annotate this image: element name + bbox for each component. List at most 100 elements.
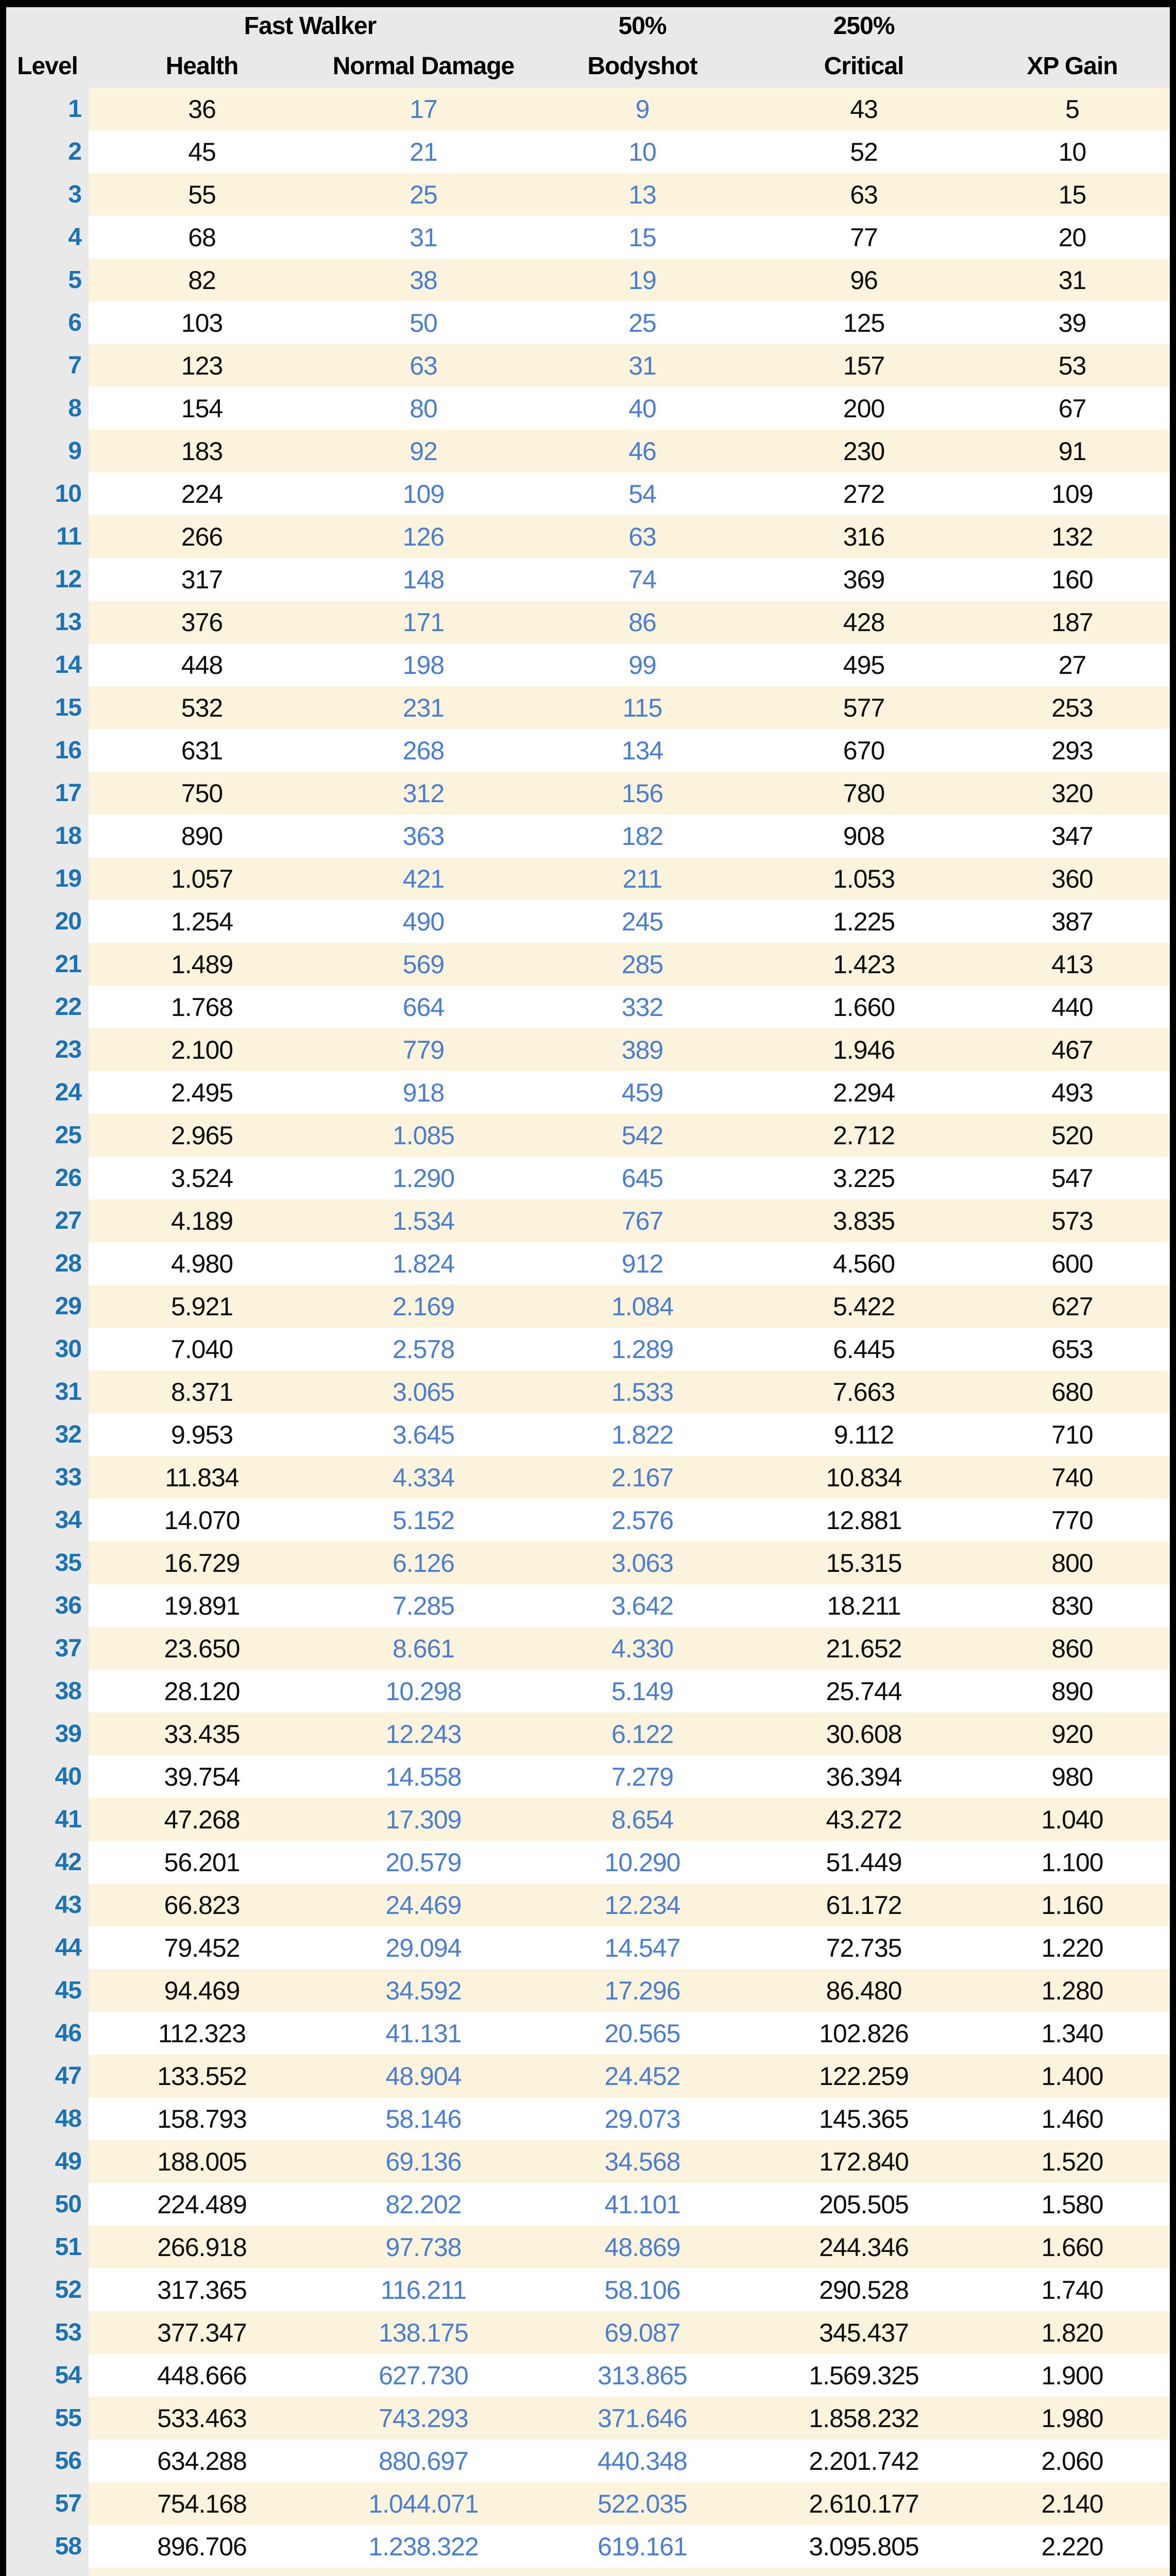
table-row: 30 7.040 2.578 1.289 6.445 653 bbox=[6, 1328, 1170, 1370]
health-cell: 533.463 bbox=[157, 2403, 247, 2433]
health-cell: 1.489 bbox=[171, 950, 233, 979]
normal-damage-cell: 25 bbox=[410, 180, 438, 209]
critical-cell: 3.835 bbox=[832, 1206, 895, 1235]
level-cell: 20 bbox=[6, 900, 89, 943]
xp-gain-cell: 547 bbox=[1051, 1163, 1093, 1193]
level-cell: 45 bbox=[6, 1969, 89, 2012]
level-cell: 1 bbox=[6, 88, 89, 130]
bodyshot-cell: 619.161 bbox=[598, 2532, 688, 2561]
normal-damage-cell: 1.238.322 bbox=[368, 2532, 479, 2561]
critical-cell: 2.712 bbox=[832, 1121, 895, 1150]
normal-damage-cell: 24.469 bbox=[385, 1890, 462, 1920]
bodyshot-cell: 69.087 bbox=[604, 2318, 681, 2347]
xp-gain-cell: 600 bbox=[1051, 1249, 1093, 1278]
header-group-level-spacer bbox=[6, 7, 89, 44]
normal-damage-cell: 97.738 bbox=[385, 2232, 462, 2262]
table-row: 11 266 126 63 316 132 bbox=[6, 515, 1170, 558]
table-row: 41 47.268 17.309 8.654 43.272 1.040 bbox=[6, 1798, 1170, 1841]
normal-damage-cell: 1.469.287 bbox=[315, 2568, 532, 2576]
health-cell: 2.100 bbox=[171, 1035, 233, 1064]
table-row: 52 317.365 116.211 58.106 290.528 1.740 bbox=[6, 2268, 1170, 2311]
critical-cell: 1.225 bbox=[832, 907, 895, 936]
health-cell: 9.953 bbox=[171, 1420, 233, 1449]
critical-cell: 61.172 bbox=[826, 1890, 902, 1920]
table-row: 35 16.729 6.126 3.063 15.315 800 bbox=[6, 1541, 1170, 1584]
bodyshot-cell: 5.149 bbox=[611, 1676, 674, 1706]
xp-gain-cell: 920 bbox=[1051, 1719, 1093, 1749]
xp-gain-cell: 91 bbox=[1058, 436, 1087, 466]
xp-gain-cell: 10 bbox=[1058, 137, 1087, 166]
critical-cell: 1.053 bbox=[832, 864, 895, 893]
bodyshot-cell: 7.279 bbox=[611, 1762, 674, 1791]
health-cell: 8.371 bbox=[171, 1377, 233, 1406]
xp-gain-cell: 67 bbox=[1058, 394, 1087, 423]
critical-cell: 2.201.742 bbox=[809, 2446, 919, 2476]
table-row: 48 158.793 58.146 29.073 145.365 1.460 bbox=[6, 2097, 1170, 2140]
xp-gain-cell: 1.660 bbox=[1041, 2232, 1103, 2262]
level-cell: 31 bbox=[6, 1370, 89, 1413]
bodyshot-cell: 13 bbox=[628, 180, 657, 209]
table-row: 46 112.323 41.131 20.565 102.826 1.340 bbox=[6, 2012, 1170, 2055]
bodyshot-cell: 40 bbox=[628, 394, 657, 423]
health-cell: 56.201 bbox=[164, 1848, 241, 1877]
bodyshot-cell: 245 bbox=[621, 907, 663, 936]
bodyshot-cell: 734.643 bbox=[532, 2568, 753, 2576]
normal-damage-cell: 31 bbox=[410, 223, 438, 252]
table-row: 43 66.823 24.469 12.234 61.172 1.160 bbox=[6, 1884, 1170, 1926]
normal-damage-cell: 20.579 bbox=[385, 1848, 462, 1877]
critical-cell: 244.346 bbox=[819, 2232, 909, 2262]
critical-cell: 205.505 bbox=[819, 2190, 909, 2219]
health-cell: 1.066.183 bbox=[89, 2568, 315, 2576]
normal-damage-cell: 5.152 bbox=[392, 1505, 455, 1535]
health-cell: 47.268 bbox=[164, 1805, 241, 1834]
xp-gain-cell: 1.160 bbox=[1041, 1890, 1103, 1920]
table-row: 57 754.168 1.044.071 522.035 2.610.177 2.140 bbox=[6, 2482, 1170, 2525]
normal-damage-cell: 421 bbox=[402, 864, 445, 893]
xp-gain-cell: 770 bbox=[1051, 1505, 1093, 1535]
health-cell: 14.070 bbox=[164, 1505, 241, 1535]
xp-gain-cell: 1.220 bbox=[1041, 1933, 1103, 1962]
health-cell: 79.452 bbox=[164, 1933, 241, 1962]
xp-gain-cell: 740 bbox=[1051, 1463, 1093, 1492]
normal-damage-cell: 1.085 bbox=[392, 1121, 455, 1150]
health-cell: 112.323 bbox=[158, 2019, 246, 2048]
bodyshot-cell: 20.565 bbox=[604, 2019, 681, 2048]
normal-damage-cell: 1.044.071 bbox=[368, 2489, 479, 2518]
level-cell: 5 bbox=[6, 259, 89, 301]
bodyshot-cell: 440.348 bbox=[598, 2446, 688, 2476]
level-cell: 27 bbox=[6, 1199, 89, 1242]
bodyshot-cell: 15 bbox=[628, 223, 657, 252]
level-cell: 6 bbox=[6, 301, 89, 344]
table-row: 26 3.524 1.290 645 3.225 547 bbox=[6, 1157, 1170, 1199]
normal-damage-cell: 41.131 bbox=[385, 2019, 462, 2048]
critical-cell: 2.294 bbox=[832, 1078, 895, 1107]
normal-damage-cell: 138.175 bbox=[379, 2318, 469, 2347]
normal-damage-cell: 171 bbox=[402, 607, 445, 637]
xp-gain-cell: 710 bbox=[1051, 1420, 1093, 1449]
level-cell: 8 bbox=[6, 387, 89, 430]
health-cell: 266.918 bbox=[157, 2232, 247, 2262]
table-row: 42 56.201 20.579 10.290 51.449 1.100 bbox=[6, 1841, 1170, 1884]
health-cell: 750 bbox=[181, 778, 223, 808]
level-cell: 17 bbox=[6, 772, 89, 815]
health-cell: 4.189 bbox=[171, 1206, 233, 1235]
health-cell: 7.040 bbox=[171, 1334, 233, 1364]
health-cell: 103 bbox=[181, 308, 223, 337]
health-cell: 2.495 bbox=[171, 1078, 233, 1107]
bodyshot-cell: 389 bbox=[621, 1035, 663, 1064]
bodyshot-cell: 3.642 bbox=[611, 1591, 674, 1620]
xp-gain-cell: 2.300 bbox=[975, 2568, 1170, 2576]
xp-gain-cell: 2.220 bbox=[1041, 2532, 1103, 2561]
table-row: 27 4.189 1.534 767 3.835 573 bbox=[6, 1199, 1170, 1242]
critical-cell: 1.423 bbox=[832, 950, 895, 979]
critical-cell: 345.437 bbox=[819, 2318, 909, 2347]
critical-cell: 316 bbox=[843, 522, 885, 551]
xp-gain-cell: 680 bbox=[1051, 1377, 1093, 1406]
level-cell: 56 bbox=[6, 2439, 89, 2482]
normal-damage-cell: 490 bbox=[402, 907, 445, 936]
normal-damage-cell: 1.824 bbox=[392, 1249, 455, 1278]
health-cell: 376 bbox=[181, 607, 223, 637]
table-row: 29 5.921 2.169 1.084 5.422 627 bbox=[6, 1285, 1170, 1328]
bodyshot-cell: 371.646 bbox=[598, 2403, 688, 2433]
bodyshot-cell: 24.452 bbox=[604, 2061, 681, 2091]
